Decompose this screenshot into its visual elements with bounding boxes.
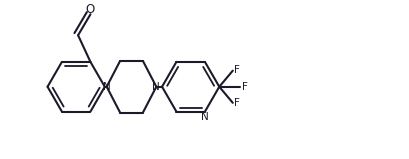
Text: N: N xyxy=(201,112,209,122)
Text: O: O xyxy=(86,3,95,15)
Text: F: F xyxy=(234,98,240,108)
Text: N: N xyxy=(153,82,160,92)
Text: N: N xyxy=(103,82,110,92)
Text: F: F xyxy=(242,82,247,92)
Text: F: F xyxy=(234,65,240,75)
